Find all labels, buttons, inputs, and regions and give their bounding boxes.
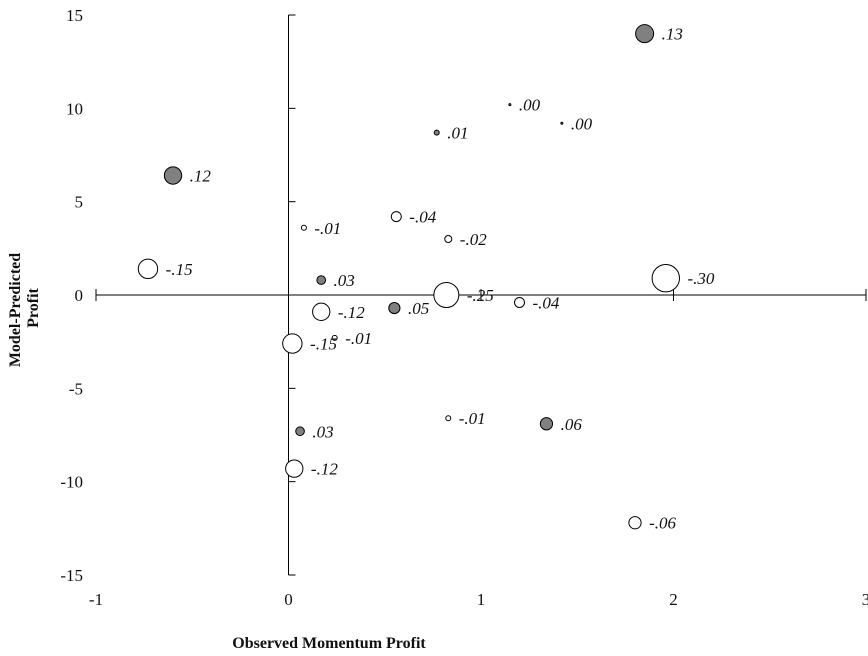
data-label: -.30 <box>687 269 714 288</box>
y-tick-label: 5 <box>75 193 84 212</box>
data-label: .00 <box>519 96 541 115</box>
y-axis-title-line-2: Profit <box>25 287 42 327</box>
x-tick-label: 0 <box>284 590 293 609</box>
data-label: -.01 <box>314 219 341 238</box>
x-tick-label: 3 <box>862 590 868 609</box>
data-label: .05 <box>408 299 429 318</box>
data-point <box>331 334 338 341</box>
data-point <box>635 24 655 44</box>
data-point <box>628 516 642 530</box>
y-tick-label: -10 <box>60 473 83 492</box>
data-point <box>316 275 327 285</box>
data-point <box>445 415 452 422</box>
data-label: -.04 <box>533 293 560 312</box>
data-label: .03 <box>334 271 355 290</box>
data-point <box>508 103 512 107</box>
x-axis-title: Observed Momentum Profit <box>232 635 426 652</box>
y-tick-label: 15 <box>66 6 83 25</box>
y-tick-label: -15 <box>60 566 83 585</box>
y-axis-title: Model-Predicted Profit <box>7 249 42 367</box>
data-point <box>163 166 183 185</box>
data-label: -.12 <box>338 303 365 322</box>
data-label: .12 <box>190 167 212 186</box>
data-label: -.15 <box>166 260 193 279</box>
data-point <box>388 301 401 315</box>
data-point <box>651 264 680 293</box>
x-tick-label: 1 <box>477 590 486 609</box>
data-point <box>560 121 564 125</box>
y-tick-label: -5 <box>69 379 83 398</box>
x-tick-label: 2 <box>669 590 678 609</box>
data-point <box>433 282 460 308</box>
data-point <box>285 459 304 478</box>
y-tick-label: 0 <box>75 286 84 305</box>
y-tick-label: 10 <box>66 99 83 118</box>
data-point <box>539 417 554 431</box>
data-point <box>433 129 440 136</box>
data-label: -.02 <box>460 230 487 249</box>
data-label: .00 <box>571 114 593 133</box>
data-label: .03 <box>312 422 333 441</box>
data-label: -.01 <box>345 329 372 348</box>
data-label: -.06 <box>649 514 676 533</box>
data-label: -.01 <box>459 409 486 428</box>
data-label: .01 <box>447 124 468 143</box>
axes <box>95 14 867 576</box>
data-point <box>444 234 453 244</box>
x-tick-label: -1 <box>89 590 103 609</box>
data-point <box>282 333 303 354</box>
data-point <box>514 296 525 308</box>
data-label: -.12 <box>311 460 338 479</box>
point-labels: .13 .00 .00 .01 .12 -.04 -.01 -.02 -.15 .03 -.30 -.… <box>166 25 715 533</box>
y-axis-title-line-1: Model-Predicted <box>7 253 24 367</box>
data-label: -.15 <box>310 335 337 354</box>
data-points <box>137 24 680 530</box>
data-point <box>300 224 307 231</box>
data-point <box>137 258 159 280</box>
data-label: -.04 <box>409 208 436 227</box>
data-label: .13 <box>662 25 683 44</box>
data-point <box>312 302 331 321</box>
data-label: .06 <box>561 415 583 434</box>
data-point <box>390 211 402 223</box>
data-label: -.25 <box>467 286 494 305</box>
data-point <box>295 426 305 437</box>
